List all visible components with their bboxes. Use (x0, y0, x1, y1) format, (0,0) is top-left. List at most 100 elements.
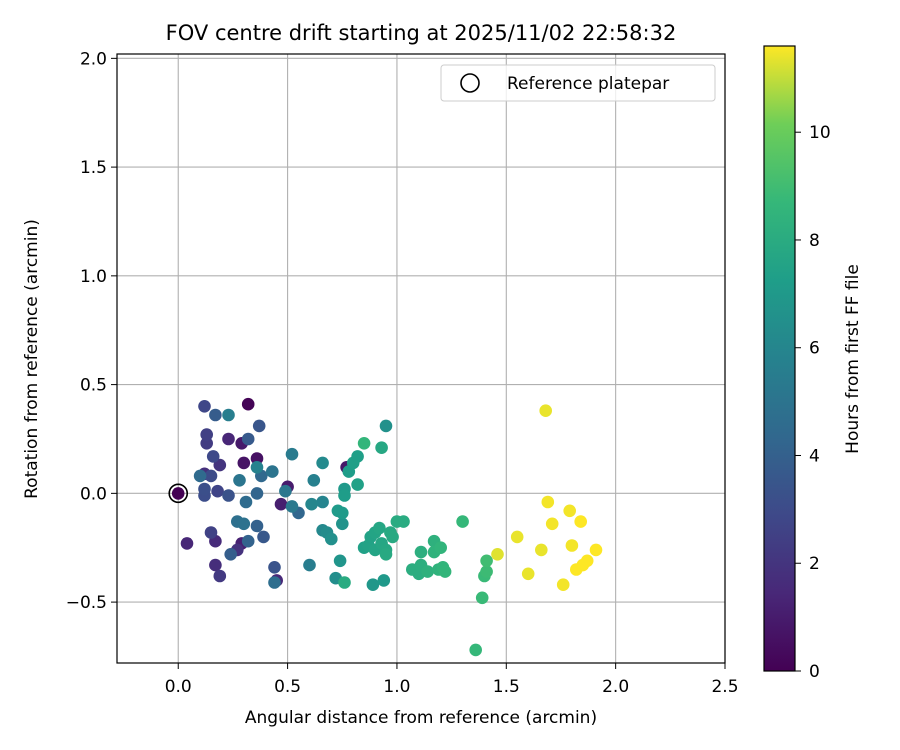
data-point (213, 458, 227, 472)
data-point (222, 408, 235, 422)
data-point (266, 465, 279, 478)
data-point (491, 548, 504, 561)
data-point (303, 558, 316, 572)
data-point (257, 530, 270, 544)
colorbar (763, 45, 796, 672)
data-point (241, 534, 255, 548)
data-point (379, 548, 393, 561)
x-tick-label: 1.5 (493, 677, 520, 697)
y-tick-label: −0.5 (66, 593, 107, 613)
data-point (574, 515, 587, 528)
data-point (541, 495, 555, 509)
data-point (351, 478, 364, 491)
data-point (180, 537, 194, 550)
chart-title: FOV centre drift starting at 2025/11/02 … (166, 21, 677, 45)
reference-marker (168, 483, 189, 504)
data-point (268, 576, 281, 589)
data-point (377, 574, 391, 587)
data-point (285, 447, 299, 461)
y-axis-ticks: −0.5 0.0 0.5 1.0 1.5 2.0 (66, 49, 117, 613)
x-axis-label: Angular distance from reference (arcmin) (245, 708, 597, 728)
y-tick-label: 0.5 (80, 376, 107, 396)
data-point (325, 532, 338, 546)
data-point (379, 419, 393, 433)
data-points (171, 397, 603, 657)
data-point (268, 561, 281, 574)
data-point (250, 519, 264, 533)
data-point (565, 539, 579, 552)
x-axis-ticks: 0.0 0.5 1.0 1.5 2.0 2.5 (165, 663, 739, 697)
data-point (285, 500, 299, 513)
data-point (434, 541, 448, 554)
data-point (307, 474, 321, 487)
data-point (241, 432, 255, 446)
x-tick-label: 0.5 (274, 677, 301, 697)
data-point (333, 554, 347, 568)
y-tick-label: 1.0 (80, 267, 107, 287)
data-point (198, 482, 211, 496)
data-point (279, 484, 292, 498)
data-point (535, 543, 548, 557)
data-point (250, 461, 264, 474)
data-point (438, 565, 452, 578)
data-point (250, 487, 264, 500)
y-axis-label: Rotation from reference (arcmin) (22, 219, 42, 499)
colorbar-tick-label: 10 (809, 123, 831, 143)
data-point (274, 497, 288, 511)
data-point (316, 495, 329, 509)
data-point (233, 474, 246, 487)
legend-entry-reference: Reference platepar (507, 74, 669, 94)
data-point (563, 504, 576, 518)
data-point (373, 521, 386, 535)
data-point (545, 517, 559, 531)
data-point (237, 456, 251, 470)
colorbar-tick-label: 0 (809, 662, 820, 682)
data-point (250, 452, 264, 465)
data-point (589, 543, 603, 557)
data-point (475, 591, 489, 605)
colorbar-tick-label: 8 (809, 231, 820, 251)
data-point (305, 497, 318, 511)
legend-box (440, 64, 716, 102)
data-point (580, 554, 594, 568)
data-point (421, 565, 434, 578)
data-point (252, 419, 266, 433)
data-point (480, 565, 493, 578)
data-point (206, 450, 220, 463)
y-tick-label: 1.5 (80, 158, 107, 178)
data-point (211, 484, 224, 498)
data-point (209, 558, 222, 572)
x-tick-label: 2.5 (711, 677, 738, 697)
data-point (510, 530, 524, 544)
colorbar-tick-label: 6 (809, 339, 820, 359)
x-tick-label: 0.0 (165, 677, 192, 697)
data-point (198, 400, 211, 413)
data-point (366, 578, 380, 591)
data-point (521, 567, 535, 581)
data-point (397, 515, 410, 528)
data-point (224, 548, 237, 561)
data-point (351, 450, 364, 463)
data-point (338, 489, 351, 502)
legend-reference-marker (460, 73, 480, 93)
data-point (209, 408, 222, 422)
data-point (222, 489, 235, 502)
data-point (237, 517, 251, 531)
data-point (222, 432, 235, 446)
x-tick-label: 1.0 (383, 677, 410, 697)
data-point (386, 530, 399, 544)
data-point (336, 517, 349, 531)
colorbar-ticks: 0 2 4 6 8 10 (795, 123, 831, 682)
colorbar-label: Hours from first FF file (843, 264, 863, 454)
data-point (556, 578, 570, 591)
data-point (316, 456, 329, 470)
data-point (456, 515, 469, 528)
axes-frame (116, 53, 726, 664)
data-point (200, 437, 213, 450)
y-tick-label: 2.0 (80, 49, 107, 69)
data-point (193, 469, 207, 483)
data-point (480, 554, 493, 568)
y-tick-label: 0.0 (80, 484, 107, 504)
